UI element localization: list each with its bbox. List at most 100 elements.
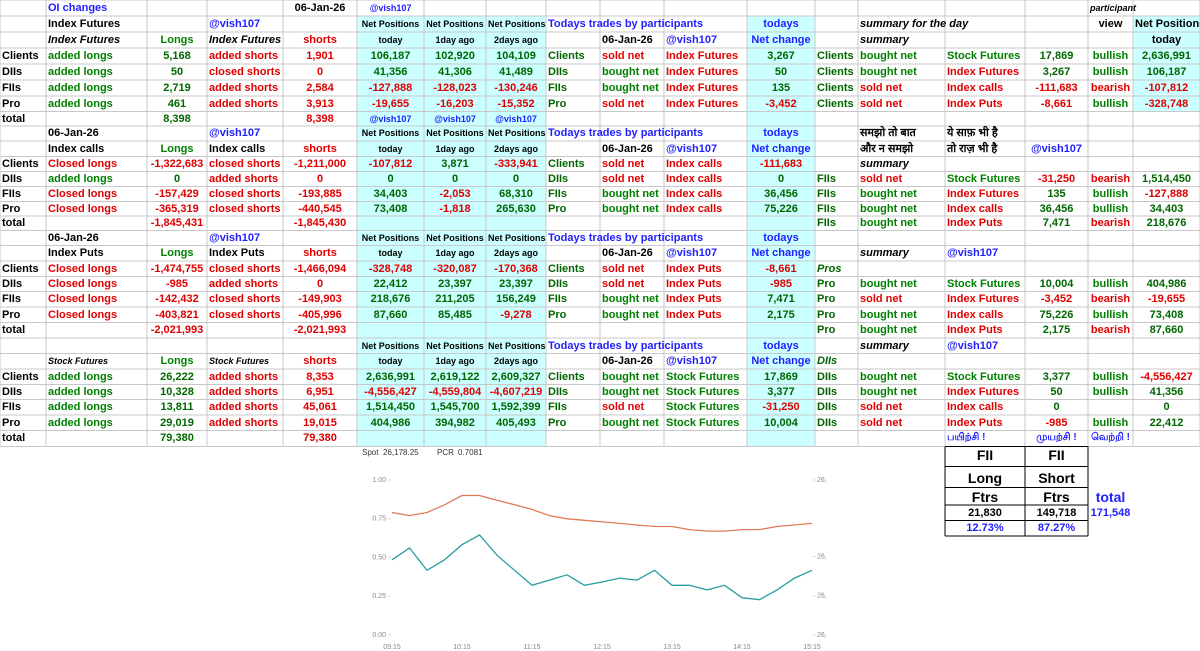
cell: 211,205 xyxy=(435,293,475,305)
cell: Stock Futures xyxy=(947,50,1021,62)
cell: bullish xyxy=(1092,188,1129,200)
cell: 0 xyxy=(173,173,181,185)
cell: -3,452 xyxy=(765,98,797,110)
cell: Pro xyxy=(2,309,21,321)
cell: Closed longs xyxy=(48,203,118,215)
y-tick-label: 0.25 xyxy=(372,593,386,600)
cell: Index calls xyxy=(209,143,266,155)
cell: 06-Jan-26 xyxy=(602,247,653,259)
cell: Net Positions xyxy=(488,128,546,138)
cell: -4,559,804 xyxy=(428,386,482,398)
cell: FIIs xyxy=(548,293,567,305)
cell: 41,489 xyxy=(499,66,533,78)
cell: Index Puts xyxy=(947,417,1003,429)
cell: Clients xyxy=(548,50,585,62)
cell: -19,655 xyxy=(371,98,410,110)
cell: -107,812 xyxy=(368,158,413,170)
cell: Index Futures xyxy=(947,386,1020,398)
cell: Net Positions xyxy=(426,233,484,243)
cell: Net Positions xyxy=(488,341,546,351)
cell: Pro xyxy=(817,309,836,321)
cell: -2,053 xyxy=(439,188,471,200)
cell: -127,888 xyxy=(1144,188,1189,200)
cell: 0 xyxy=(316,66,324,78)
cell: Pro xyxy=(817,278,836,290)
cell: DIIs xyxy=(548,173,569,185)
cell: @vish107 xyxy=(369,114,412,124)
cell: 404,986 xyxy=(1146,278,1187,290)
cell: Pros xyxy=(817,263,842,275)
cell: Clients xyxy=(817,50,854,62)
cell: 73,408 xyxy=(1149,309,1184,321)
cell: 0 xyxy=(451,173,459,185)
cell: Stock Futures xyxy=(209,356,270,366)
cell: Net Positions xyxy=(426,341,484,351)
cell: Closed longs xyxy=(48,309,118,321)
cell: 171,548 xyxy=(1090,507,1131,519)
cell: 156,249 xyxy=(496,293,536,305)
cell: @vish107 xyxy=(209,232,261,244)
cell: Index Futures xyxy=(947,293,1020,305)
cell: 5,168 xyxy=(163,50,191,62)
cell: 87,660 xyxy=(1149,324,1184,336)
cell: 394,982 xyxy=(435,417,475,429)
cell: Pro xyxy=(548,203,567,215)
cell: Clients xyxy=(817,82,854,94)
cell: DIIs xyxy=(548,278,569,290)
cell: @vish107 xyxy=(209,18,261,30)
cell: Stock Futures xyxy=(666,371,740,383)
cell: DIIs xyxy=(817,417,838,429)
cell: 21,830 xyxy=(968,507,1002,519)
cell: shorts xyxy=(303,34,337,46)
cell: 405,493 xyxy=(496,417,536,429)
cell: 3,267 xyxy=(767,50,795,62)
y2-tick-label: 26,201 xyxy=(817,553,827,560)
cell: 23,397 xyxy=(438,278,472,290)
cell: 404,986 xyxy=(370,417,411,429)
x-tick-label: 09:15 xyxy=(383,644,401,651)
cell: -157,429 xyxy=(155,188,199,200)
cell: bullish xyxy=(1092,417,1129,429)
cell: shorts xyxy=(303,355,337,367)
cell: -985 xyxy=(769,278,793,290)
cell-fill xyxy=(486,16,546,447)
x-tick-label: 13:15 xyxy=(663,644,681,651)
y2-tick-label: 26,141 xyxy=(817,593,827,600)
cell: 45,061 xyxy=(303,401,337,413)
cell: -985 xyxy=(165,278,189,290)
cell: Index calls xyxy=(666,188,723,200)
cell: @vish107 xyxy=(495,114,537,124)
cell: @vish107 xyxy=(666,34,718,46)
cell: -2,021,993 xyxy=(150,324,204,336)
cell: Closed longs xyxy=(48,158,118,170)
cell: Index Futures xyxy=(666,66,739,78)
cell: 06-Jan-26 xyxy=(294,2,346,14)
cell: 0 xyxy=(1163,401,1170,413)
cell: 0 xyxy=(387,173,394,185)
cell: today xyxy=(378,35,403,45)
cell: @vish107 xyxy=(1030,143,1083,155)
cell: added shorts xyxy=(209,173,279,185)
cell: Clients xyxy=(2,263,39,275)
y-tick-label: 1.00 xyxy=(372,477,386,484)
cell: -19,655 xyxy=(1147,293,1186,305)
cell: bullish xyxy=(1092,386,1129,398)
cell: closed shorts xyxy=(209,203,281,215)
cell: today xyxy=(1151,34,1182,46)
cell-fill xyxy=(357,16,424,447)
cell: 1day ago xyxy=(435,248,475,258)
x-tick-label: 15:15 xyxy=(803,644,821,651)
cell: Clients xyxy=(2,158,39,170)
cell: Index Futures xyxy=(666,82,739,94)
cell: 1,514,450 xyxy=(366,401,415,413)
cell: Todays trades by participants xyxy=(548,232,704,244)
cell: 0 xyxy=(777,173,785,185)
cell: DIIs xyxy=(817,355,838,367)
cell: -1,322,683 xyxy=(150,158,204,170)
cell: Stock Futures xyxy=(48,356,109,366)
cell: added longs xyxy=(48,417,113,429)
cell: bought net xyxy=(602,293,659,305)
series-label: Spot xyxy=(362,448,379,457)
cell: bearish xyxy=(1090,324,1131,336)
cell: closed shorts xyxy=(209,158,281,170)
